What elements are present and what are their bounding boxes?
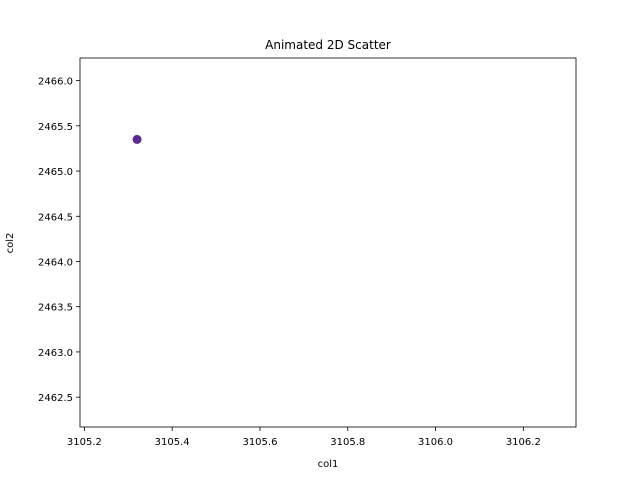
x-axis-label: col1 [318,459,339,470]
chart-title: Animated 2D Scatter [265,38,391,52]
x-tick-label: 3105.8 [330,437,365,448]
x-tick-label: 3106.2 [506,437,541,448]
plot-frame [79,57,577,428]
x-tick-label: 3105.6 [242,437,277,448]
y-tick-label: 2463.0 [38,348,73,359]
x-tick-label: 3106.0 [418,437,453,448]
data-points [132,134,142,144]
y-tick-label: 2464.0 [38,257,73,268]
y-axis-label: col2 [5,233,16,254]
y-axis-ticks: 2462.5 2463.0 2463.5 2464.0 2464.5 2465.0 2465… [38,77,80,404]
x-tick-label: 3105.2 [67,437,102,448]
y-tick-label: 2464.5 [38,212,73,223]
x-axis-ticks: 3105.2 3105.4 3105.6 3105.8 3106.0 3106.2 [67,427,541,448]
y-tick-label: 2465.0 [38,167,73,178]
y-tick-label: 2466.0 [38,77,73,88]
x-tick-label: 3105.4 [155,437,190,448]
y-tick-label: 2465.5 [38,122,73,133]
scatter-point [132,134,142,144]
y-tick-label: 2463.5 [38,303,73,314]
y-tick-label: 2462.5 [38,393,73,404]
